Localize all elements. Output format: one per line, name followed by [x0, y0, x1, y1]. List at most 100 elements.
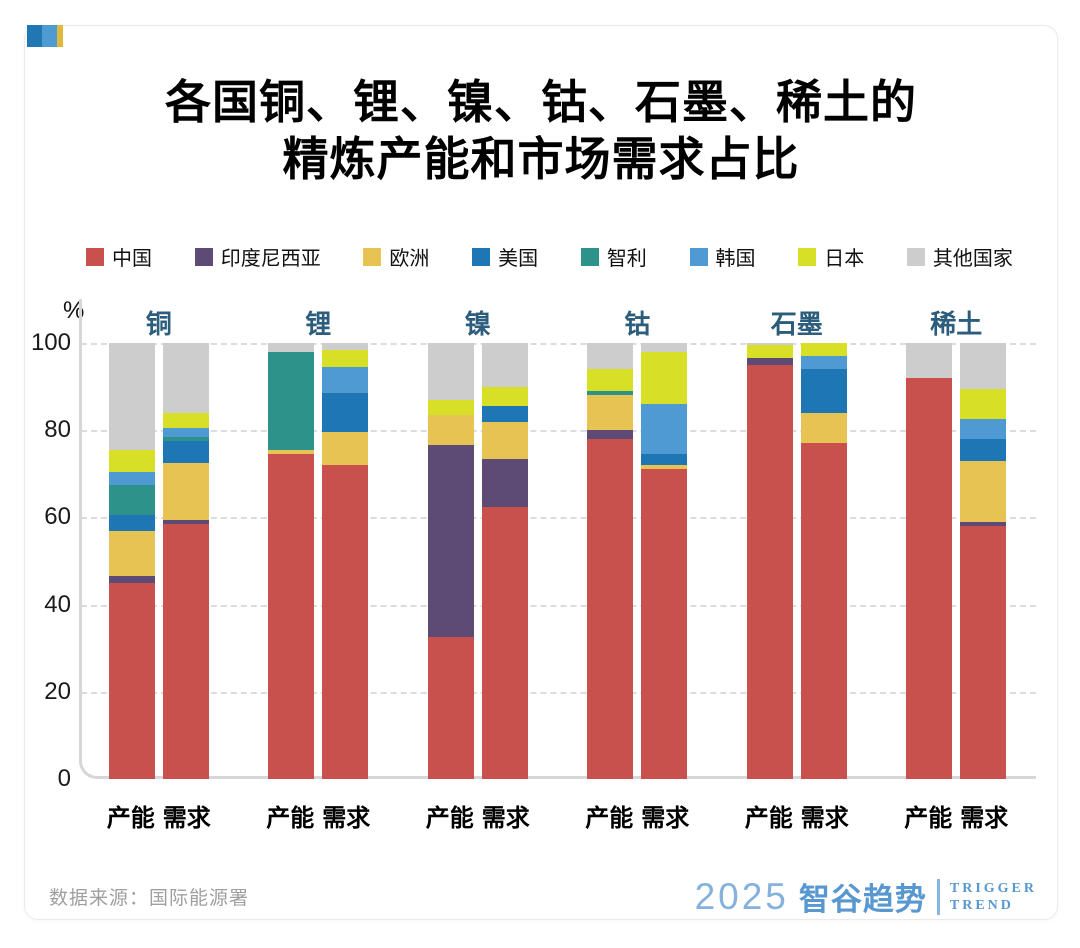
stacked-bar-稀土-产能 — [906, 343, 953, 779]
y-tick-label: 40 — [44, 590, 71, 618]
bar-segment-日本 — [800, 343, 847, 357]
bar-segment-日本 — [641, 351, 688, 405]
bar-segment-美国 — [800, 369, 847, 413]
y-tick-label: 100 — [30, 329, 71, 356]
x-axis-label-产能: 产能 — [106, 805, 155, 832]
group-label: 锂 — [305, 309, 332, 339]
legend-swatch — [689, 247, 708, 266]
x-axis-label-需求: 需求 — [481, 805, 530, 832]
y-tick-label: 80 — [44, 416, 71, 444]
x-label-group: 产能 需求 — [239, 798, 399, 833]
bar-segment-美国 — [162, 441, 209, 463]
bar-segment-美国 — [641, 454, 688, 466]
bar-segment-美国 — [481, 406, 528, 422]
bar-group-钴 — [558, 343, 718, 779]
legend-swatch — [472, 247, 491, 266]
bar-segment-中国 — [587, 438, 634, 779]
y-tick-label: 20 — [44, 677, 71, 705]
x-axis-label-产能: 产能 — [585, 805, 634, 832]
bar-segment-中国 — [268, 454, 315, 779]
bar-group-稀土 — [877, 343, 1037, 779]
stacked-bar-镍-需求 — [481, 343, 528, 779]
bar-segment-其他国家 — [481, 343, 528, 387]
corner-logo-block — [27, 25, 42, 47]
legend-label: 欧洲 — [389, 248, 430, 270]
bar-segment-印度尼西亚 — [587, 430, 634, 439]
legend-item: 欧洲 — [363, 242, 429, 271]
brand-year: 2025 — [694, 875, 789, 917]
bar-segment-韩国 — [800, 356, 847, 370]
stacked-bar-镍-产能 — [427, 343, 474, 779]
bar-segment-其他国家 — [906, 343, 953, 378]
x-axis-label-需求: 需求 — [641, 805, 690, 832]
legend-swatch — [906, 247, 925, 266]
bar-segment-智利 — [587, 390, 634, 396]
bar-segment-智利 — [108, 484, 155, 516]
title-line-1: 各国铜、锂、镍、钴、石墨、稀土的 — [165, 76, 917, 128]
x-label-group: 产能 需求 — [558, 798, 718, 833]
bar-segment-智利 — [162, 436, 209, 442]
brand-tagline-line-2: TREND — [949, 897, 1014, 913]
bar-segment-日本 — [108, 449, 155, 472]
corner-logo-block — [57, 25, 63, 47]
bar-segment-其他国家 — [322, 343, 369, 350]
brand-name: 智谷趋势 — [798, 882, 927, 917]
legend-label: 其他国家 — [932, 248, 1013, 270]
x-axis-label-需求: 需求 — [800, 805, 849, 832]
bar-segment-欧洲 — [960, 460, 1007, 522]
x-axis-label-需求: 需求 — [162, 805, 211, 832]
bar-group-镍 — [398, 343, 558, 779]
bar-segment-中国 — [906, 377, 953, 779]
legend-item: 其他国家 — [906, 242, 1013, 271]
gridline — [81, 604, 1036, 607]
group-label: 钴 — [624, 309, 651, 339]
title-line-2: 精炼产能和市场需求占比 — [282, 133, 800, 185]
bar-segment-其他国家 — [162, 343, 209, 413]
group-label: 镍 — [464, 309, 491, 339]
stacked-bar-石墨-产能 — [746, 343, 793, 779]
legend-item: 美国 — [472, 242, 538, 271]
bar-segment-欧洲 — [427, 414, 474, 446]
bar-segment-印度尼西亚 — [746, 358, 793, 365]
stacked-bar-铜-需求 — [162, 343, 209, 779]
bar-segment-欧洲 — [800, 412, 847, 444]
legend-item: 中国 — [86, 242, 152, 271]
bar-segment-中国 — [427, 637, 474, 779]
bar-segment-韩国 — [162, 428, 209, 437]
bar-segment-中国 — [641, 469, 688, 779]
legend-swatch — [798, 247, 817, 266]
y-axis-ticks: 0 20 40 60 80 100 — [25, 329, 71, 792]
stacked-bar-铜-产能 — [108, 343, 155, 779]
bar-segment-欧洲 — [162, 462, 209, 520]
bar-segment-欧洲 — [481, 421, 528, 459]
bar-segment-其他国家 — [587, 343, 634, 370]
bar-segment-智利 — [268, 351, 315, 450]
bar-segment-欧洲 — [322, 432, 369, 466]
bar-group-石墨 — [717, 343, 877, 779]
x-axis-label-产能: 产能 — [425, 805, 474, 832]
legend-swatch — [363, 247, 382, 266]
stacked-bar-钴-需求 — [641, 343, 688, 779]
gridline — [81, 343, 1036, 345]
corner-logo — [27, 25, 63, 47]
bar-group-铜 — [79, 343, 239, 779]
legend: 中国 印度尼西亚 欧洲 美国 智利 韩国 日本 其他国家 — [86, 242, 1013, 271]
bar-segment-韩国 — [322, 367, 369, 394]
legend-swatch — [580, 247, 599, 266]
y-tick-label: 60 — [44, 503, 71, 531]
group-labels: 铜 锂 镍 钴 石墨 稀土 — [79, 304, 1036, 341]
bar-segment-日本 — [746, 345, 793, 359]
bar-segment-韩国 — [960, 419, 1007, 439]
bar-segment-日本 — [162, 412, 209, 429]
bar-segment-日本 — [960, 388, 1007, 420]
x-axis-label-需求: 需求 — [960, 805, 1009, 832]
bar-segment-日本 — [322, 349, 369, 368]
x-axis-label-产能: 产能 — [744, 805, 793, 832]
brand-tagline-line-1: TRIGGER — [949, 880, 1037, 896]
legend-item: 印度尼西亚 — [194, 242, 321, 271]
bar-segment-日本 — [427, 399, 474, 415]
bar-segment-韩国 — [641, 404, 688, 455]
bar-segment-中国 — [481, 506, 528, 779]
bar-segment-其他国家 — [268, 343, 315, 352]
stacked-bar-石墨-需求 — [800, 343, 847, 779]
